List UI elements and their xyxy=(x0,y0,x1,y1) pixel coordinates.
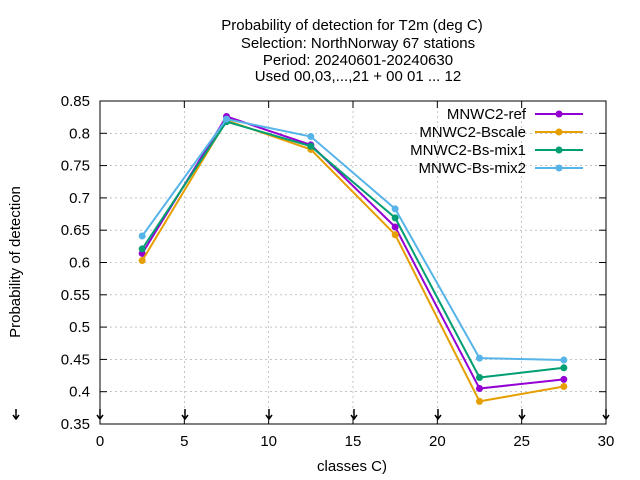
legend-label: MNWC2-Bscale xyxy=(419,124,526,141)
series-group xyxy=(138,113,568,405)
legend: MNWC2-refMNWC2-BscaleMNWC2-Bs-mix1MNWC-B… xyxy=(410,106,583,177)
x-tick-label: 15 xyxy=(345,433,362,450)
out-of-range-arrow-icon xyxy=(265,409,273,421)
x-tick-label: 5 xyxy=(180,433,188,450)
clipped-marker-left-7 xyxy=(518,409,526,421)
clipped-marker-left-2 xyxy=(96,409,104,421)
y-tick-label: 0.85 xyxy=(61,93,90,110)
data-point xyxy=(138,232,146,240)
data-point xyxy=(476,397,483,405)
y-tick-label: 0.35 xyxy=(61,416,90,433)
data-point xyxy=(223,115,230,123)
data-point xyxy=(560,364,568,372)
title-line-2: Selection: NorthNorway 67 stations xyxy=(241,35,475,52)
grid xyxy=(100,101,606,424)
legend-swatch-marker xyxy=(555,128,563,136)
clipped-marker-left-5 xyxy=(350,409,358,421)
data-point xyxy=(560,375,568,383)
x-axis-label: classes C) xyxy=(317,458,387,475)
x-tick-label: 25 xyxy=(513,433,530,450)
axis-ticks: 0.35 0.4 0.45 0.5 0.55 0.6 0.65 0.7 0.75 0.8 0.85 0… xyxy=(61,93,615,450)
title-line-4: Used 00,03,...,21 + 00 01 ... 12 xyxy=(255,68,461,85)
data-point xyxy=(391,223,399,231)
y-tick-label: 0.6 xyxy=(69,255,90,272)
data-point xyxy=(138,257,146,265)
title-line-3: Period: 20240601-20240630 xyxy=(263,52,453,69)
data-point xyxy=(476,373,483,381)
out-of-range-arrow-icon xyxy=(518,409,526,421)
y-tick-label: 0.55 xyxy=(61,287,90,304)
out-of-range-arrow-icon xyxy=(12,409,20,421)
legend-swatch-marker xyxy=(555,110,563,118)
data-point xyxy=(138,245,146,253)
y-tick-label: 0.75 xyxy=(61,158,90,175)
data-point xyxy=(560,383,568,391)
y-tick-label: 0.65 xyxy=(61,222,90,239)
x-tick-label: 30 xyxy=(598,433,615,450)
x-tick-label: 20 xyxy=(429,433,446,450)
clipped-marker-left-4 xyxy=(265,409,273,421)
data-point xyxy=(391,214,399,222)
data-point xyxy=(307,133,315,141)
out-of-range-arrow-icon xyxy=(96,409,104,421)
legend-label: MNWC-Bs-mix2 xyxy=(419,160,526,177)
legend-label: MNWC2-Bs-mix1 xyxy=(410,142,526,159)
legend-swatch-marker xyxy=(555,164,563,172)
y-tick-label: 0.5 xyxy=(69,319,90,336)
data-point xyxy=(476,354,483,362)
y-axis-label: Probability of detection xyxy=(7,186,24,338)
series-line-4 xyxy=(141,117,564,361)
data-point xyxy=(560,356,568,364)
data-point xyxy=(391,231,399,239)
y-tick-label: 0.7 xyxy=(69,190,90,207)
x-tick-label: 10 xyxy=(260,433,277,450)
data-point xyxy=(307,142,315,150)
data-point xyxy=(391,205,399,213)
y-tick-label: 0.45 xyxy=(61,351,90,368)
clipped-marker-left-1 xyxy=(12,409,20,421)
y-tick-label: 0.4 xyxy=(69,384,90,401)
out-of-range-arrow-icon xyxy=(350,409,358,421)
chart-title: Probability of detection for T2m (deg C)… xyxy=(221,17,483,85)
legend-swatch-marker xyxy=(555,146,563,154)
legend-label: MNWC2-ref xyxy=(447,106,527,123)
title-line-1: Probability of detection for T2m (deg C) xyxy=(221,17,483,34)
y-tick-label: 0.8 xyxy=(69,125,90,142)
x-tick-label: 0 xyxy=(96,433,104,450)
out-of-range-arrow-icon xyxy=(434,409,442,421)
clipped-marker-left-6 xyxy=(434,409,442,421)
out-of-range-arrow-icon xyxy=(602,409,610,421)
data-point xyxy=(476,384,483,392)
series-line-3 xyxy=(141,120,564,379)
out-of-range-arrow-icon xyxy=(181,409,189,421)
clipped-marker-left-3 xyxy=(181,409,189,421)
clipped-marker-left-8 xyxy=(602,409,610,421)
plot-frame xyxy=(99,100,607,425)
